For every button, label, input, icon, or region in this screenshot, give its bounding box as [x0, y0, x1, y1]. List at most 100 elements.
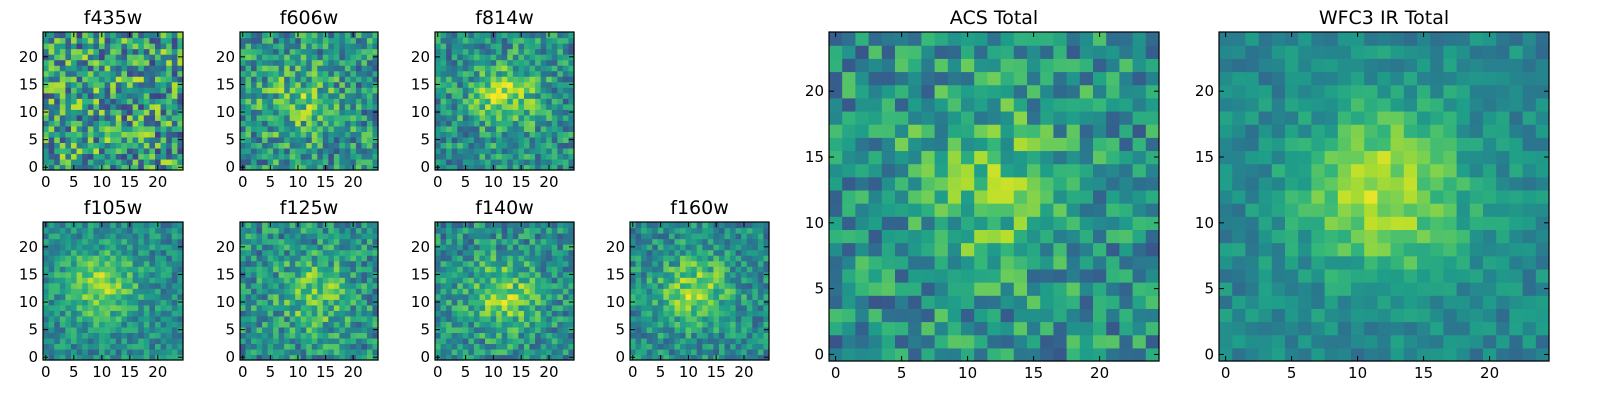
- heatmap-cell: [987, 295, 1002, 309]
- heatmap-cell: [289, 293, 296, 300]
- heatmap-cell: [155, 65, 162, 72]
- heatmap-cell: [535, 249, 542, 256]
- heatmap-cell: [635, 277, 642, 284]
- heatmap-cell: [507, 48, 514, 55]
- heatmap-cell: [93, 164, 100, 171]
- heatmap-cell: [143, 120, 150, 127]
- heatmap-cell: [121, 227, 128, 234]
- heatmap-cell: [256, 54, 263, 61]
- heatmap-cell: [440, 337, 447, 345]
- heatmap-cell: [54, 227, 61, 234]
- heatmap-cell: [54, 249, 61, 256]
- heatmap-cell: [855, 229, 870, 244]
- heatmap-cell: [110, 32, 117, 39]
- heatmap-cell: [43, 277, 50, 284]
- heatmap-cell: [245, 260, 252, 267]
- heatmap-cell: [71, 65, 78, 72]
- heatmap-cell: [278, 98, 285, 105]
- heatmap-cell: [562, 76, 570, 83]
- heatmap-cell: [568, 321, 575, 328]
- heatmap-cell: [881, 229, 896, 244]
- heatmap-cell: [93, 32, 100, 39]
- heatmap-cell: [961, 321, 975, 336]
- heatmap-cell: [155, 288, 162, 295]
- heatmap-cell: [451, 277, 458, 284]
- heatmap-cell: [462, 147, 469, 155]
- heatmap-cell: [322, 255, 329, 262]
- heatmap-cell: [93, 114, 100, 121]
- heatmap-cell: [355, 147, 363, 155]
- heatmap-cell: [256, 326, 263, 333]
- heatmap-cell: [149, 81, 156, 88]
- heatmap-cell: [350, 147, 357, 155]
- heatmap-cells: [43, 222, 184, 361]
- heatmap-cell: [245, 81, 252, 88]
- heatmap-cell: [501, 249, 508, 256]
- heatmap-cell: [289, 299, 296, 306]
- heatmap-cell: [160, 120, 167, 127]
- heatmap-cell: [311, 120, 318, 127]
- heatmap-cell: [473, 326, 481, 333]
- heatmap-cell: [535, 147, 542, 155]
- heatmap-cell: [680, 293, 687, 300]
- heatmap-cell: [132, 37, 139, 44]
- heatmap-cell: [76, 92, 83, 99]
- heatmap-cell: [518, 288, 525, 295]
- heatmap-cell: [496, 81, 503, 88]
- heatmap-cell: [43, 315, 50, 322]
- heatmap-cell: [87, 271, 94, 278]
- heatmap-cell: [65, 158, 72, 166]
- heatmap-cell: [366, 348, 374, 356]
- heatmap-cell: [311, 103, 318, 110]
- heatmap-cell: [350, 348, 357, 356]
- heatmap-cell: [1053, 347, 1068, 362]
- heatmap-cell: [707, 348, 714, 356]
- heatmap-cell: [82, 153, 89, 160]
- heatmap-cell: [339, 332, 346, 339]
- heatmap-cell: [635, 299, 642, 306]
- heatmap-cell: [1093, 216, 1107, 230]
- heatmap-cell: [284, 131, 291, 138]
- heatmap-cell: [149, 354, 156, 361]
- heatmap-cell: [166, 142, 173, 149]
- heatmap-cell: [551, 164, 558, 171]
- heatmap-cell: [132, 48, 139, 55]
- heatmap-cell: [350, 92, 357, 99]
- heatmap-cell: [947, 229, 962, 244]
- heatmap-cell: [311, 48, 318, 55]
- heatmap-cell: [87, 304, 94, 311]
- heatmap-cell: [284, 266, 291, 273]
- heatmap-cell: [317, 255, 324, 262]
- heatmap-cell: [99, 109, 106, 116]
- heatmap-cell: [256, 293, 263, 300]
- heatmap-cell: [523, 32, 531, 39]
- heatmap-cell: [138, 158, 145, 166]
- heatmap-cell: [641, 227, 648, 234]
- heatmap-cell: [322, 158, 329, 166]
- heatmap-cell: [657, 343, 664, 350]
- heatmap-cell: [160, 293, 167, 300]
- heatmap-cell: [65, 43, 72, 50]
- heatmap-cell: [177, 98, 184, 105]
- heatmap-cell: [829, 295, 843, 309]
- heatmap-cell: [278, 109, 285, 116]
- heatmap-cell: [76, 43, 83, 50]
- heatmap-cell: [1040, 282, 1054, 296]
- x-tick-label: 10: [288, 173, 307, 191]
- heatmap-cell: [322, 299, 329, 306]
- heatmap-cell: [339, 98, 346, 105]
- heatmap-cell: [485, 147, 492, 155]
- heatmap-cell: [240, 293, 247, 300]
- heatmap-cell: [328, 43, 335, 50]
- heatmap-cell: [529, 337, 536, 345]
- heatmap-cell: [262, 244, 269, 251]
- heatmap-cell: [680, 326, 687, 333]
- heatmap-cell: [757, 271, 765, 278]
- heatmap-cell: [48, 277, 55, 284]
- heatmap-cell: [104, 244, 111, 251]
- heatmap-cell: [652, 266, 659, 273]
- heatmap-cell: [668, 227, 676, 234]
- heatmap-cell: [630, 266, 637, 273]
- heatmap-cell: [166, 158, 173, 166]
- heatmap-cell: [657, 260, 664, 267]
